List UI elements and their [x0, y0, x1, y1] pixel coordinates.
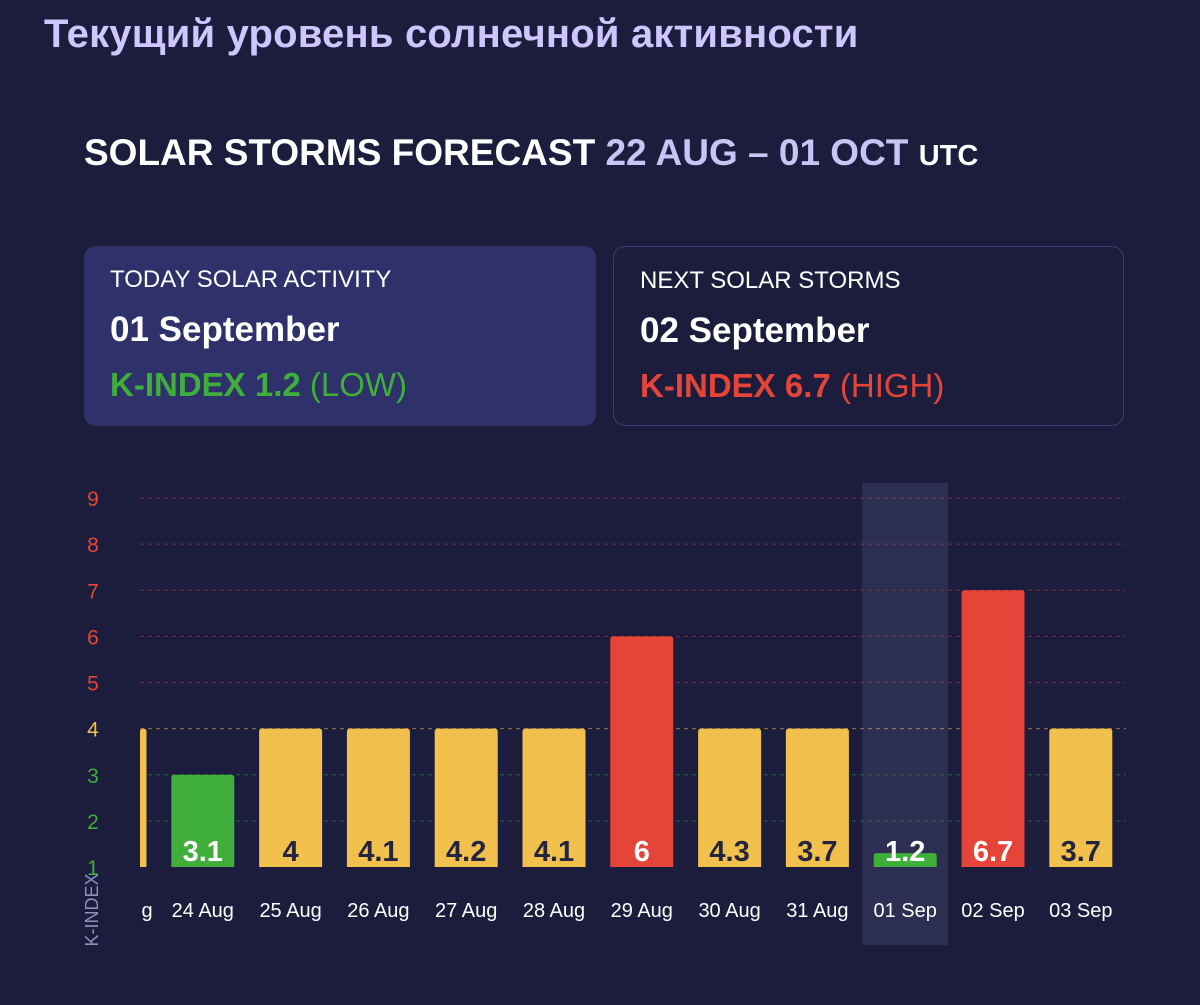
x-tick-label: 31 Aug — [786, 900, 848, 922]
x-tick-label: 24 Aug — [172, 900, 234, 922]
bar-g — [140, 728, 147, 867]
y-tick-label: 1 — [87, 857, 99, 880]
data-label: 4.1 — [534, 836, 574, 868]
x-tick-label: 26 Aug — [347, 900, 409, 922]
page-title: Текущий уровень солнечной активности — [44, 12, 859, 56]
data-label: 3.7 — [797, 836, 837, 868]
today-card-date: 01 September — [110, 310, 340, 349]
y-axis-label: K-INDEX — [82, 873, 102, 946]
next-kindex-line: K-INDEX 6.7 (HIGH) — [640, 367, 1097, 405]
data-label: 4 — [283, 836, 299, 868]
data-label: 4.2 — [446, 836, 486, 868]
y-tick-label: 9 — [87, 488, 99, 511]
today-kindex-value: K-INDEX 1.2 — [110, 366, 301, 403]
today-card-label: TODAY SOLAR ACTIVITY — [110, 266, 392, 293]
x-tick-label: 25 Aug — [259, 900, 321, 922]
data-label: 1.2 — [885, 836, 925, 868]
x-tick-label: 27 Aug — [435, 900, 497, 922]
y-tick-label: 2 — [87, 811, 99, 834]
data-label: 4.3 — [709, 836, 749, 868]
x-tick-label: g — [141, 900, 152, 922]
y-tick-label: 3 — [87, 765, 99, 788]
today-kindex-line: K-INDEX 1.2 (LOW) — [110, 366, 570, 404]
forecast-date-range: 22 AUG – 01 OCT — [605, 132, 909, 173]
y-tick-label: 4 — [87, 719, 99, 742]
bar-02-sep — [961, 590, 1025, 867]
next-kindex-value: K-INDEX 6.7 — [640, 367, 831, 404]
forecast-timezone: UTC — [918, 140, 979, 172]
data-label: 4.1 — [358, 836, 398, 868]
x-tick-label: 03 Sep — [1049, 900, 1112, 922]
x-tick-label: 01 Sep — [874, 900, 937, 922]
y-tick-label: 8 — [87, 534, 99, 557]
data-label: 6 — [634, 836, 650, 868]
bar-27-aug — [434, 728, 498, 867]
today-column-highlight — [862, 483, 949, 945]
forecast-title: SOLAR STORMS FORECAST 22 AUG – 01 OCT UT… — [84, 132, 978, 174]
x-tick-label: 02 Sep — [961, 900, 1024, 922]
today-activity-card: TODAY SOLAR ACTIVITY 01 September K-INDE… — [84, 246, 596, 426]
x-tick-label: 30 Aug — [698, 900, 760, 922]
bar-28-aug — [522, 728, 586, 867]
data-label: 3.1 — [183, 836, 223, 868]
bar-03-sep — [1049, 728, 1113, 867]
data-label: 3.7 — [1061, 836, 1101, 868]
next-kindex-level: (HIGH) — [839, 367, 945, 404]
forecast-title-prefix: SOLAR STORMS FORECAST — [84, 132, 596, 173]
y-tick-label: 7 — [87, 580, 99, 603]
bar-31-aug — [785, 728, 849, 867]
data-label: 6.7 — [973, 836, 1013, 868]
next-card-date: 02 September — [640, 311, 870, 350]
bar-01-sep — [873, 853, 937, 867]
bar-26-aug — [346, 728, 410, 867]
y-tick-label: 5 — [87, 673, 99, 696]
y-tick-label: 6 — [87, 626, 99, 649]
next-card-label: NEXT SOLAR STORMS — [640, 267, 901, 294]
bar-25-aug — [259, 728, 323, 867]
today-kindex-level: (LOW) — [309, 366, 408, 403]
bar-29-aug — [610, 636, 674, 867]
kindex-bar-chart: 1 2 3 4 5 6 7 8 9 g 3.1 24 Aug 4 25 Aug 4.1 26 Aug 4.2 27… — [82, 483, 1126, 947]
x-tick-label: 28 Aug — [523, 900, 585, 922]
next-storms-card: NEXT SOLAR STORMS 02 September K-INDEX 6… — [613, 246, 1124, 426]
x-tick-label: 29 Aug — [611, 900, 673, 922]
bar-24-aug — [171, 774, 235, 867]
bar-30-aug — [698, 728, 762, 867]
